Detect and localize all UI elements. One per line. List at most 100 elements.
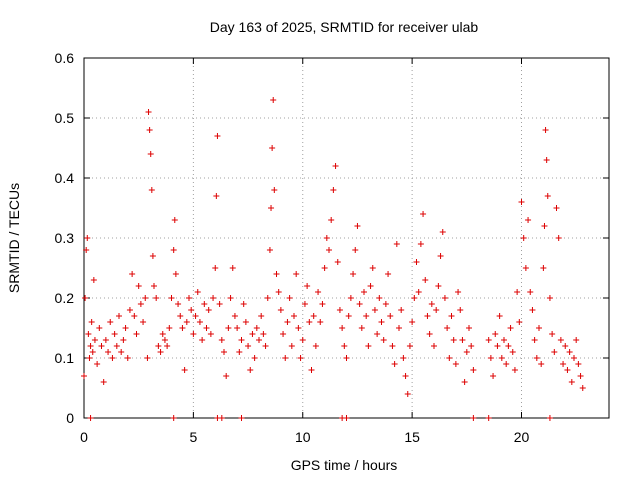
- data-point: [218, 415, 225, 421]
- data-point: [87, 415, 94, 421]
- data-point: [145, 109, 152, 115]
- data-point: [531, 337, 538, 343]
- data-point: [91, 337, 98, 343]
- data-point: [181, 367, 188, 373]
- x-axis-label: GPS time / hours: [291, 457, 398, 473]
- data-point: [345, 313, 352, 319]
- data-point: [448, 313, 455, 319]
- y-tick-label: 0.3: [55, 230, 75, 246]
- data-point: [380, 337, 387, 343]
- data-point: [186, 295, 192, 301]
- data-point: [312, 343, 319, 349]
- data-point: [361, 289, 367, 295]
- data-point: [277, 307, 284, 313]
- data-point: [288, 343, 295, 349]
- y-tick-label: 0.5: [55, 110, 75, 126]
- data-point: [301, 301, 308, 307]
- data-point: [352, 247, 359, 253]
- data-point: [566, 349, 573, 355]
- data-point: [389, 343, 396, 349]
- data-point: [376, 295, 383, 301]
- data-point: [86, 355, 93, 361]
- data-point: [485, 415, 492, 421]
- data-point: [293, 271, 300, 277]
- data-point: [356, 301, 363, 307]
- data-point: [299, 337, 306, 343]
- data-point: [378, 319, 385, 325]
- data-point: [396, 325, 402, 331]
- data-point: [280, 331, 287, 337]
- data-point: [463, 349, 470, 355]
- data-point: [295, 325, 302, 331]
- data-point: [249, 331, 256, 337]
- data-point: [522, 265, 529, 271]
- data-point: [431, 343, 437, 349]
- data-point: [190, 331, 197, 337]
- data-point: [546, 415, 553, 421]
- data-point: [470, 367, 477, 373]
- data-point: [536, 325, 542, 331]
- data-point: [452, 361, 459, 367]
- data-point: [192, 313, 199, 319]
- data-point: [350, 271, 357, 277]
- data-point: [107, 319, 114, 325]
- data-point: [514, 289, 521, 295]
- data-point: [268, 205, 275, 211]
- data-point: [87, 343, 94, 349]
- data-point: [541, 223, 548, 229]
- data-point: [109, 355, 116, 361]
- data-point: [358, 325, 365, 331]
- data-point: [354, 223, 361, 229]
- data-point: [437, 253, 444, 259]
- data-point: [446, 355, 453, 361]
- y-tick-label: 0.1: [55, 350, 75, 366]
- data-point: [485, 337, 492, 343]
- x-tick-label: 5: [189, 429, 197, 445]
- data-point: [317, 319, 324, 325]
- data-point: [511, 367, 518, 373]
- data-point: [275, 289, 282, 295]
- data-point: [214, 133, 221, 139]
- data-point: [227, 295, 234, 301]
- y-axis-label: SRMTID / TECUs: [6, 183, 22, 293]
- data-point: [297, 355, 304, 361]
- data-point: [319, 301, 326, 307]
- data-point: [269, 145, 276, 151]
- data-point: [496, 313, 503, 319]
- axis-ticks: 0 0.1 0.2 0.3 0.4 0.5 0.6 0 5 10 15 20: [55, 50, 609, 445]
- data-point: [149, 253, 156, 259]
- data-point: [501, 337, 507, 343]
- data-point: [98, 343, 105, 349]
- data-point: [231, 313, 238, 319]
- data-point: [234, 325, 241, 331]
- data-point: [365, 343, 372, 349]
- data-point: [147, 151, 154, 157]
- data-point: [551, 349, 558, 355]
- data-point: [199, 337, 206, 343]
- data-point: [461, 379, 468, 385]
- data-point: [140, 319, 147, 325]
- data-point: [236, 349, 243, 355]
- data-point: [518, 199, 525, 205]
- data-point: [245, 343, 252, 349]
- data-point: [251, 355, 258, 361]
- data-point: [426, 331, 433, 337]
- data-point: [84, 235, 91, 241]
- data-point: [223, 373, 230, 379]
- data-point: [555, 235, 562, 241]
- data-point: [334, 259, 341, 265]
- data-point: [540, 265, 547, 271]
- data-point: [188, 307, 195, 313]
- data-point: [470, 415, 477, 421]
- data-point: [422, 277, 429, 283]
- data-point: [549, 331, 556, 337]
- data-point: [153, 295, 160, 301]
- data-point: [120, 337, 127, 343]
- data-point: [122, 325, 129, 331]
- data-point: [406, 343, 413, 349]
- data-point: [336, 307, 343, 313]
- data-point: [210, 295, 217, 301]
- data-point: [94, 361, 101, 367]
- data-point: [238, 337, 245, 343]
- data-point: [533, 355, 540, 361]
